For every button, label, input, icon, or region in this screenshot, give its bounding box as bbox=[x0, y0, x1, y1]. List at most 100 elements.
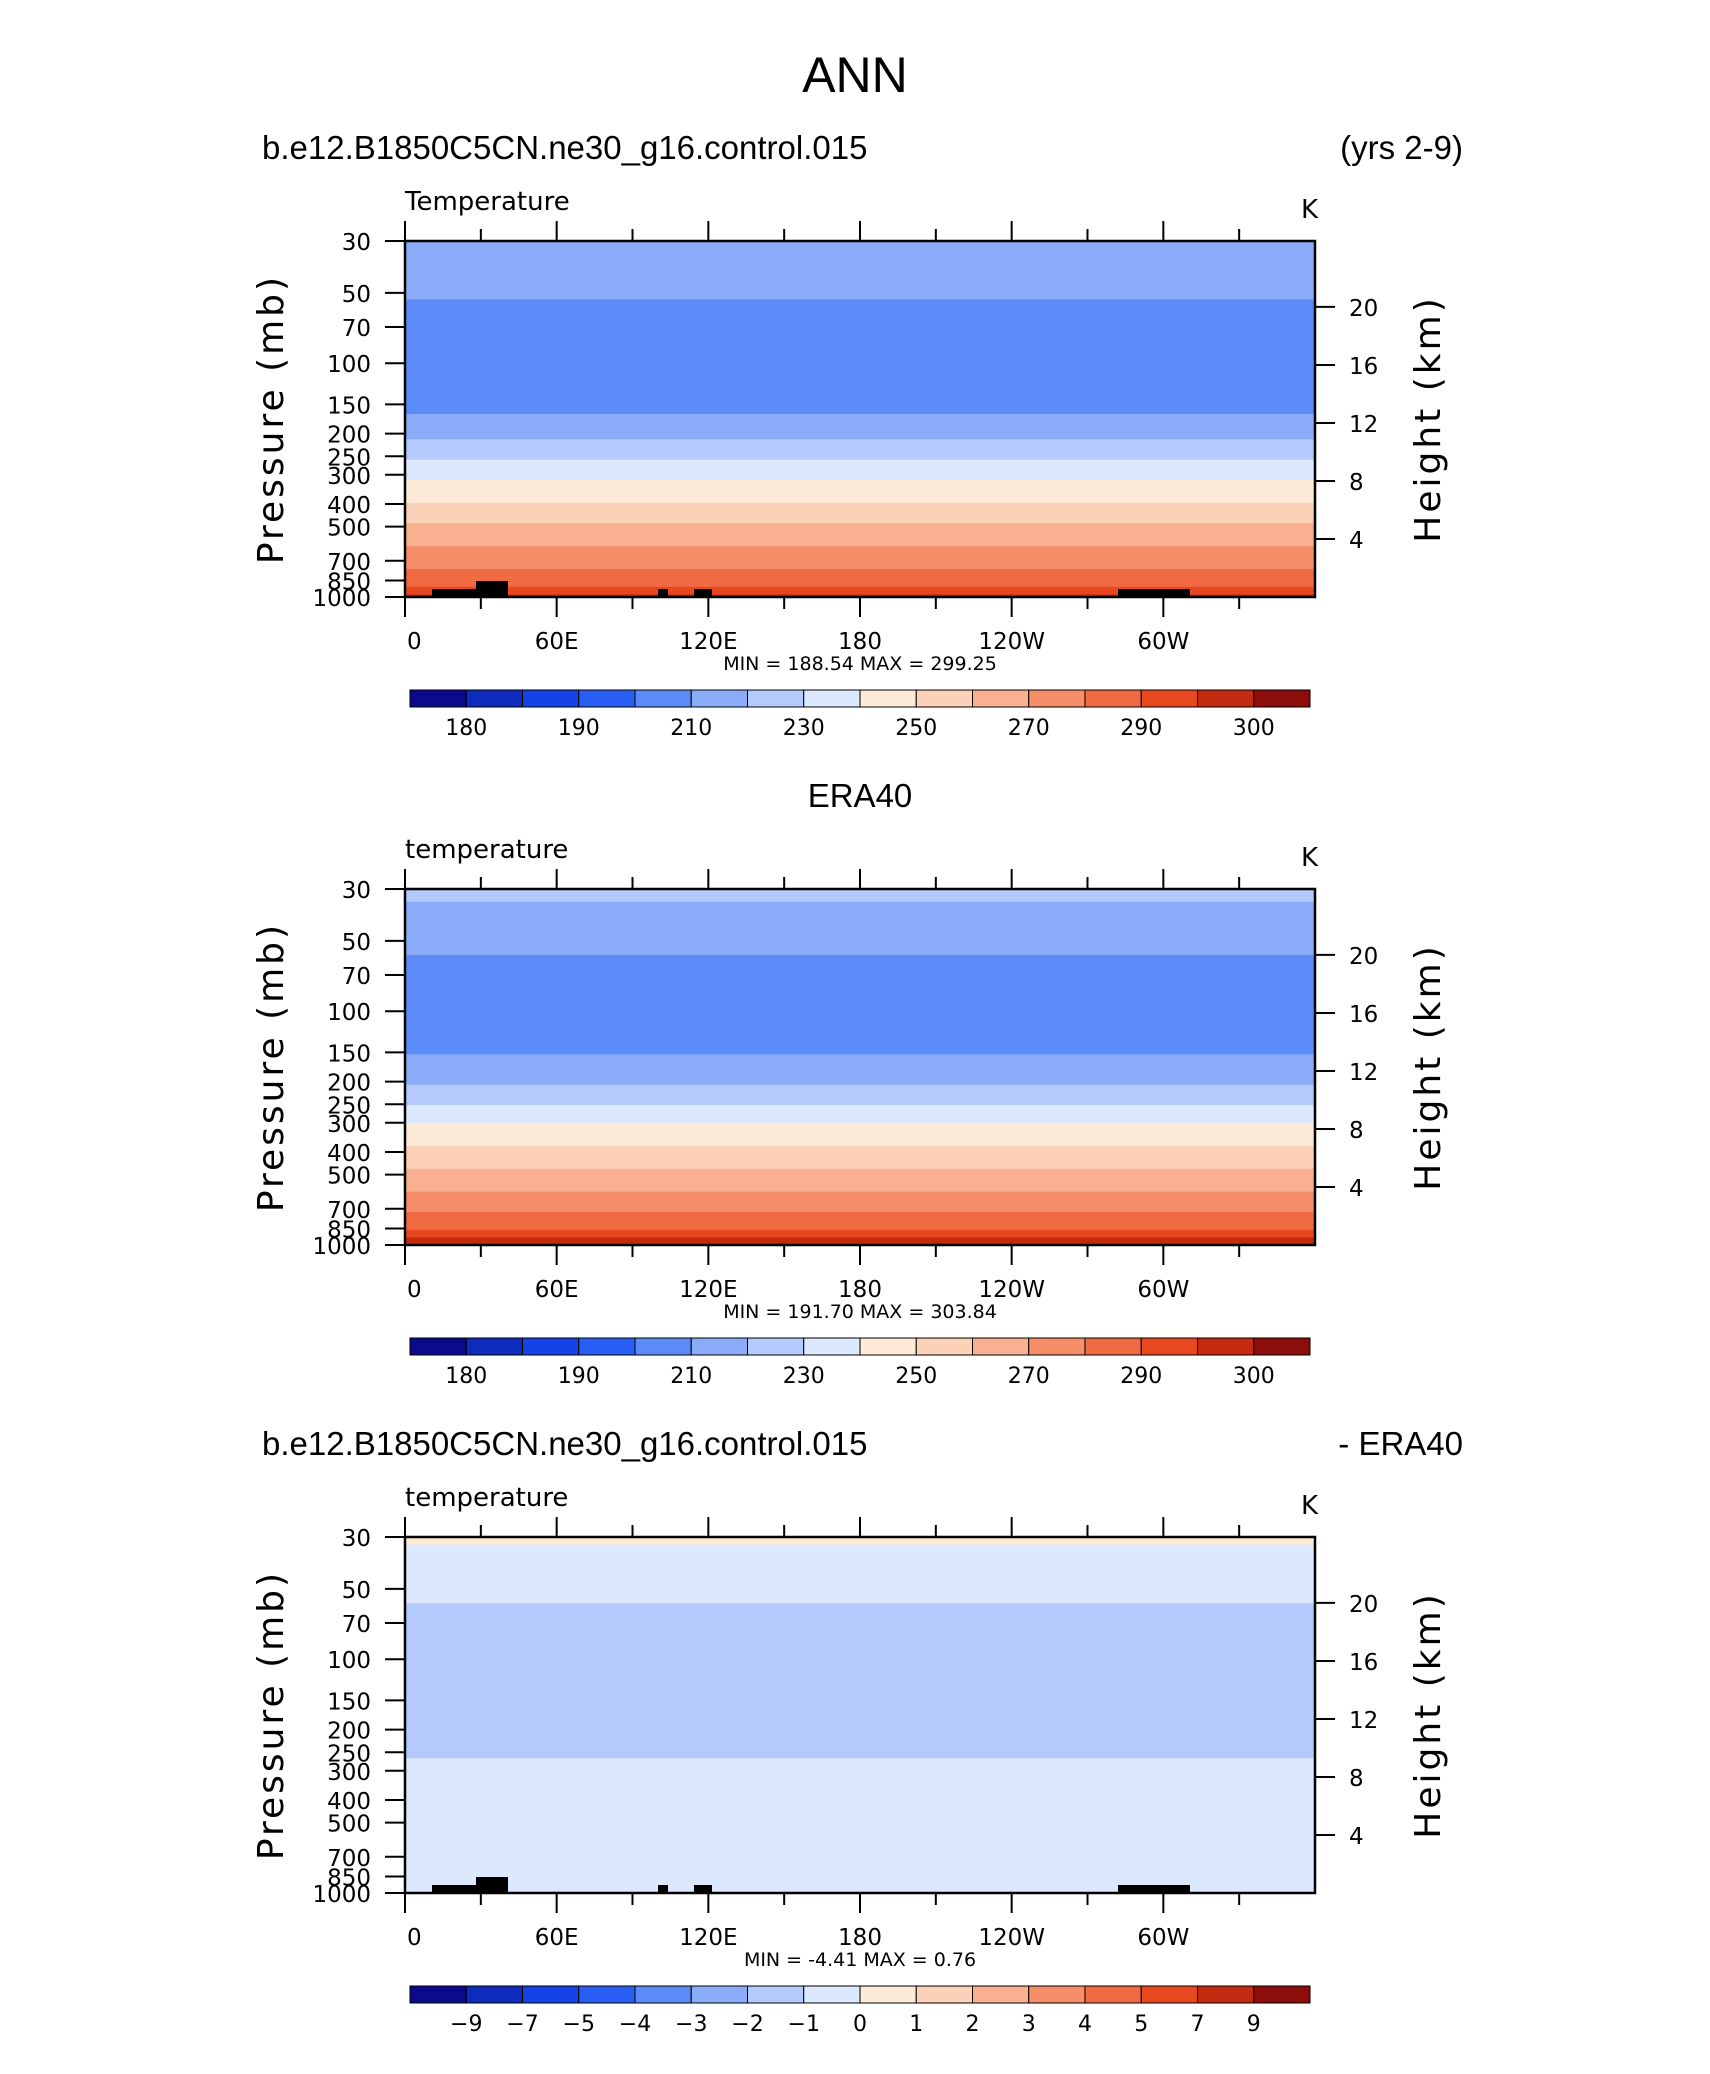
contour-band bbox=[405, 1592, 1315, 1597]
y-axis-label: Pressure (mb) bbox=[251, 922, 292, 1212]
contour-band bbox=[405, 988, 1315, 992]
contour-band bbox=[405, 1021, 1315, 1025]
contour-band bbox=[405, 1659, 1315, 1663]
x-tick-label: 60W bbox=[1137, 1925, 1189, 1951]
contour-band bbox=[405, 950, 1315, 954]
contour-band bbox=[405, 1745, 1315, 1749]
contour-band bbox=[405, 1077, 1315, 1081]
contour-band bbox=[405, 556, 1315, 560]
contour-band bbox=[405, 980, 1315, 984]
contour-band bbox=[405, 1100, 1315, 1104]
contour-band bbox=[405, 505, 1315, 509]
contour-band bbox=[405, 1590, 1315, 1594]
x-tick-label: 120E bbox=[679, 629, 737, 655]
contour-band bbox=[405, 467, 1315, 471]
contour-band bbox=[405, 1201, 1315, 1206]
contour-band bbox=[405, 1748, 1315, 1752]
contour-band bbox=[405, 474, 1315, 479]
colorbar-swatch bbox=[522, 689, 580, 708]
contour-band bbox=[405, 1707, 1315, 1711]
colorbar-label: 180 bbox=[445, 1364, 487, 1389]
contour-band bbox=[405, 1163, 1315, 1167]
contour-band bbox=[405, 1031, 1315, 1035]
stats-label: MIN = 191.70 MAX = 303.84 bbox=[723, 1301, 997, 1323]
contour-band bbox=[405, 1547, 1315, 1551]
contour-band bbox=[405, 1781, 1315, 1785]
contour-band bbox=[405, 1694, 1315, 1698]
contour-band bbox=[405, 1054, 1315, 1058]
topography-mask bbox=[476, 1877, 508, 1893]
contour-band bbox=[405, 1133, 1315, 1137]
panel-header-left: b.e12.B1850C5CN.ne30_g16.control.015 bbox=[262, 129, 867, 166]
contour-band bbox=[405, 462, 1315, 466]
contour-band bbox=[405, 365, 1315, 369]
contour-band bbox=[405, 1732, 1315, 1737]
contour-band bbox=[405, 246, 1315, 250]
contour-band bbox=[405, 1112, 1315, 1117]
y-tick-label: 100 bbox=[327, 1648, 371, 1674]
contour-band bbox=[405, 944, 1315, 949]
colorbar-swatch bbox=[1028, 689, 1086, 708]
colorbar-label: 290 bbox=[1120, 716, 1162, 741]
contour-band bbox=[405, 1778, 1315, 1782]
colorbar-swatch bbox=[1140, 1337, 1198, 1356]
colorbar-swatch bbox=[465, 689, 523, 708]
panel-header-right: (yrs 2-9) bbox=[1340, 129, 1463, 166]
contour-band bbox=[405, 551, 1315, 555]
y-tick-label: 700 bbox=[327, 550, 371, 576]
y2-tick-label: 8 bbox=[1349, 470, 1364, 496]
contour-band bbox=[405, 490, 1315, 494]
contour-band bbox=[405, 312, 1315, 316]
contour-band bbox=[405, 327, 1315, 331]
contour-band bbox=[405, 1587, 1315, 1592]
colorbar-label: 4 bbox=[1078, 2012, 1092, 2037]
contour-band bbox=[405, 1178, 1315, 1183]
contour-band bbox=[405, 352, 1315, 357]
contour-band bbox=[405, 426, 1315, 430]
contour-band bbox=[405, 1189, 1315, 1193]
contour-band bbox=[405, 1148, 1315, 1152]
y-tick-label: 100 bbox=[327, 352, 371, 378]
contour-band bbox=[405, 241, 1315, 245]
contour-band bbox=[405, 1852, 1315, 1856]
contour-band bbox=[405, 561, 1315, 565]
contour-band bbox=[405, 1204, 1315, 1208]
contour-band bbox=[405, 919, 1315, 923]
y2-axis-label: Height (km) bbox=[1408, 943, 1449, 1190]
contour-band bbox=[405, 1194, 1315, 1198]
contour-band bbox=[405, 1067, 1315, 1071]
contour-band bbox=[405, 1867, 1315, 1871]
contour-band bbox=[405, 497, 1315, 502]
contour-band bbox=[405, 1028, 1315, 1033]
contour-band bbox=[405, 281, 1315, 286]
contour-band bbox=[405, 1013, 1315, 1017]
contour-band bbox=[405, 1697, 1315, 1701]
y2-tick-label: 16 bbox=[1349, 354, 1378, 380]
contour-band bbox=[405, 1842, 1315, 1846]
contour-band bbox=[405, 393, 1315, 397]
contour-band bbox=[405, 1862, 1315, 1866]
contour-band bbox=[405, 1171, 1315, 1175]
x-tick-label: 180 bbox=[838, 629, 882, 655]
contour-band bbox=[405, 243, 1315, 247]
contour-band bbox=[405, 955, 1315, 959]
contour-band bbox=[405, 1544, 1315, 1548]
contour-band bbox=[405, 1056, 1315, 1061]
colorbar-swatch bbox=[1253, 1337, 1311, 1356]
contour-band bbox=[405, 896, 1315, 900]
contour-band bbox=[405, 373, 1315, 377]
contour-band bbox=[405, 1620, 1315, 1625]
contour-band bbox=[405, 1755, 1315, 1760]
contour-band bbox=[405, 487, 1315, 491]
contour-band bbox=[405, 1072, 1315, 1076]
contour-band bbox=[405, 1633, 1315, 1637]
topography-mask bbox=[658, 1885, 668, 1893]
contour-band bbox=[405, 309, 1315, 313]
topography-mask bbox=[476, 581, 508, 597]
contour-band bbox=[405, 446, 1315, 451]
y2-tick-label: 8 bbox=[1349, 1118, 1364, 1144]
contour-band bbox=[405, 1725, 1315, 1729]
contour-band bbox=[405, 253, 1315, 258]
contour-band bbox=[405, 952, 1315, 956]
contour-band bbox=[405, 1211, 1315, 1216]
